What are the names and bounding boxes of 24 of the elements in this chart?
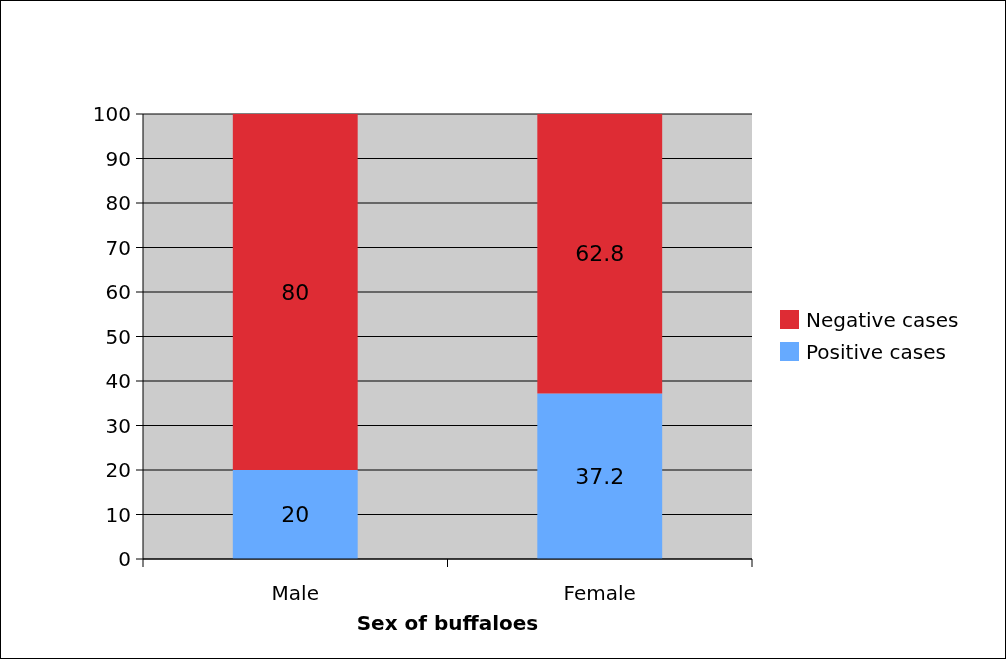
data-label: 37.2 [575, 463, 625, 489]
legend-label: Negative cases [806, 308, 959, 332]
y-tick-label: 80 [105, 191, 131, 215]
y-tick-label: 40 [105, 369, 131, 393]
y-tick-label: 90 [105, 146, 131, 171]
y-tick-label: 30 [105, 413, 131, 438]
data-label: 80 [281, 279, 310, 305]
y-tick-label: 70 [105, 235, 131, 260]
x-tick-label: Male [271, 581, 319, 605]
bar [232, 114, 358, 470]
bar [537, 114, 663, 394]
bar [232, 470, 358, 559]
legend-label: Positive cases [806, 340, 946, 364]
y-tick-label: 60 [105, 280, 131, 304]
y-tick-label: 0 [118, 547, 131, 571]
bar [537, 393, 663, 559]
data-label: 62.8 [575, 241, 625, 267]
x-tick-label: Female [563, 581, 636, 605]
y-tick-label: 100 [92, 102, 131, 126]
y-tick-label: 50 [105, 324, 131, 349]
y-tick-label: 20 [105, 458, 131, 482]
y-tick-label: 10 [105, 502, 131, 527]
data-label: 20 [281, 502, 310, 528]
x-axis-title: Sex of buffaloes [356, 611, 539, 635]
